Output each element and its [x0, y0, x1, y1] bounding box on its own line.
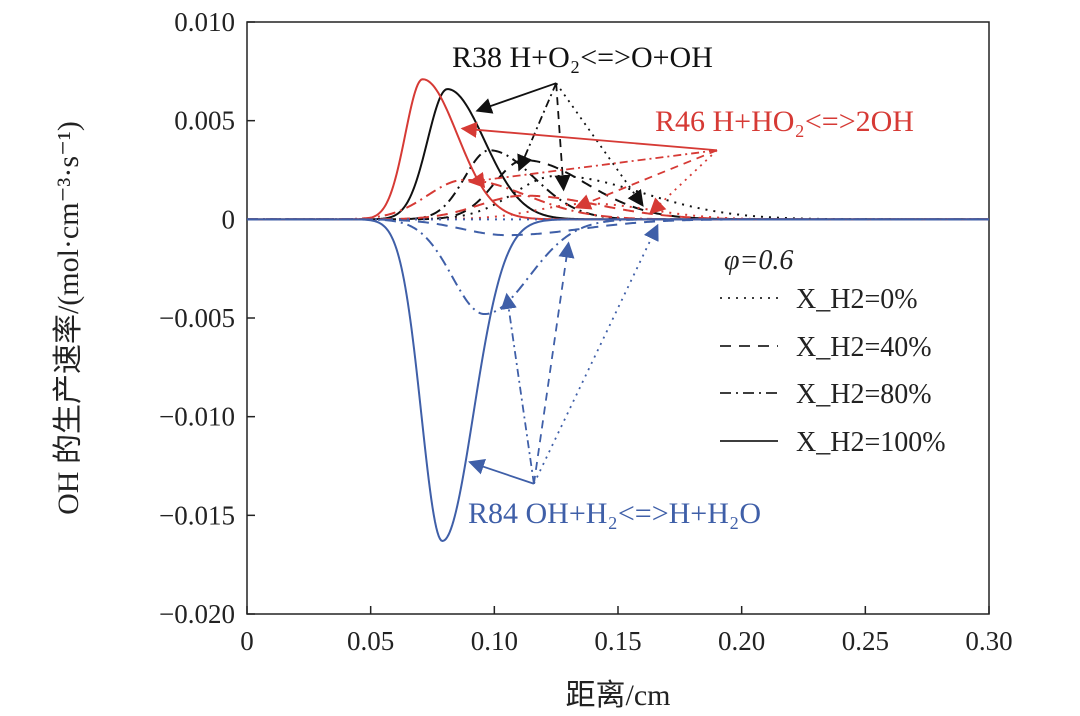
arrow-r38-40 — [554, 83, 571, 192]
arrow-r46-0 — [648, 149, 718, 215]
y-tick-label: −0.010 — [159, 402, 235, 432]
arrow-r84-80 — [500, 292, 535, 484]
y-tick-label: 0.010 — [174, 7, 235, 37]
annotation-r84: R84 OH+H₂<=>H+H₂O — [468, 497, 761, 530]
y-tick-label: 0.005 — [174, 106, 235, 136]
legend-label-1: X_H2=40% — [796, 332, 932, 363]
x-tick-label: 0.30 — [965, 626, 1012, 656]
x-axis-label: 距离/cm — [566, 679, 671, 712]
arrow-r38-0 — [555, 82, 644, 207]
y-tick-label: 0 — [222, 204, 236, 234]
x-tick-label: 0.20 — [718, 626, 765, 656]
series-line-r46-100pct — [247, 78, 989, 221]
arrow-r46-40 — [574, 149, 718, 210]
y-tick-label: −0.005 — [159, 303, 235, 333]
y-tick-label: −0.020 — [159, 599, 235, 629]
arrow-r38-80 — [517, 82, 557, 172]
y-tick-label: −0.015 — [159, 500, 235, 530]
arrow-r84-0 — [533, 223, 659, 485]
annotation-arrows — [460, 82, 718, 485]
annotation-r38: R38 H+O₂<=>O+OH — [452, 41, 713, 74]
arrow-r38-100 — [475, 82, 557, 114]
series-line-r84-100pct — [247, 218, 989, 543]
arrow-r46-80 — [467, 149, 718, 189]
series-line-r38-80pct — [247, 149, 989, 221]
legend-title: φ=0.6 — [724, 245, 793, 276]
series-line-r38-0pct — [247, 174, 989, 221]
x-tick-label: 0.10 — [471, 626, 518, 656]
annotation-r46: R46 H+HO₂<=>2OH — [655, 105, 914, 138]
arrow-r84-100 — [468, 459, 535, 485]
series-line-r46-40pct — [247, 194, 989, 221]
series-line-r84-40pct — [247, 218, 989, 237]
arrow-r46-100 — [460, 121, 718, 152]
series-lines — [247, 78, 989, 543]
y-axis-label: OH 的生产速率/(mol·cm⁻³·s⁻¹) — [52, 121, 85, 515]
x-tick-label: 0.25 — [842, 626, 889, 656]
axis-ticks: 0 0.05 0.10 0.15 0.20 0.25 0.300.0100.0050−0.0… — [159, 7, 1013, 656]
legend-label-3: X_H2=100% — [796, 427, 946, 458]
legend: φ=0.6 X_H2=0% X_H2=40% X_H2=80% X_H2=100… — [720, 245, 946, 458]
x-tick-label: 0.05 — [347, 626, 394, 656]
x-tick-label: 0 — [240, 626, 254, 656]
x-tick-label: 0.15 — [594, 626, 641, 656]
legend-label-2: X_H2=80% — [796, 379, 932, 410]
arrow-r84-40 — [533, 241, 575, 484]
legend-label-0: X_H2=0% — [796, 284, 918, 315]
